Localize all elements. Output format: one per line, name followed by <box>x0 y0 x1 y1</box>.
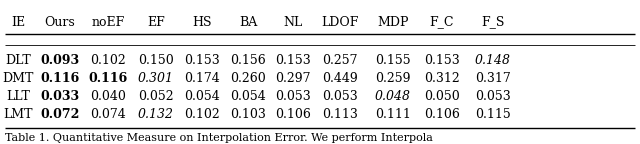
Text: NL: NL <box>284 16 303 29</box>
Text: LMT: LMT <box>3 108 33 121</box>
Text: 0.116: 0.116 <box>88 72 127 86</box>
Text: 0.449: 0.449 <box>322 72 358 86</box>
Text: 0.116: 0.116 <box>40 72 79 86</box>
Text: 0.106: 0.106 <box>424 108 460 121</box>
Text: 0.148: 0.148 <box>475 54 511 68</box>
Text: Table 1. Quantitative Measure on Interpolation Error. We perform Interpola: Table 1. Quantitative Measure on Interpo… <box>5 133 433 143</box>
Text: 0.048: 0.048 <box>375 90 411 103</box>
Text: DMT: DMT <box>3 72 34 86</box>
Text: 0.317: 0.317 <box>475 72 511 86</box>
Text: 0.093: 0.093 <box>40 54 79 68</box>
Text: 0.153: 0.153 <box>275 54 311 68</box>
Text: 0.174: 0.174 <box>184 72 220 86</box>
Text: 0.260: 0.260 <box>230 72 266 86</box>
Text: 0.052: 0.052 <box>138 90 174 103</box>
Text: 0.155: 0.155 <box>375 54 411 68</box>
Text: 0.053: 0.053 <box>275 90 311 103</box>
Text: F_S: F_S <box>481 16 505 29</box>
Text: 0.054: 0.054 <box>230 90 266 103</box>
Text: 0.301: 0.301 <box>138 72 174 86</box>
Text: DLT: DLT <box>5 54 31 68</box>
Text: BA: BA <box>239 16 257 29</box>
Text: 0.113: 0.113 <box>322 108 358 121</box>
Text: 0.072: 0.072 <box>40 108 80 121</box>
Text: 0.156: 0.156 <box>230 54 266 68</box>
Text: 0.053: 0.053 <box>322 90 358 103</box>
Text: 0.115: 0.115 <box>475 108 511 121</box>
Text: 0.312: 0.312 <box>424 72 460 86</box>
Text: 0.103: 0.103 <box>230 108 266 121</box>
Text: 0.074: 0.074 <box>90 108 126 121</box>
Text: 0.053: 0.053 <box>475 90 511 103</box>
Text: noEF: noEF <box>92 16 125 29</box>
Text: 0.050: 0.050 <box>424 90 460 103</box>
Text: EF: EF <box>147 16 165 29</box>
Text: MDP: MDP <box>377 16 409 29</box>
Text: 0.150: 0.150 <box>138 54 174 68</box>
Text: 0.106: 0.106 <box>275 108 311 121</box>
Text: HS: HS <box>192 16 212 29</box>
Text: 0.297: 0.297 <box>275 72 311 86</box>
Text: 0.153: 0.153 <box>184 54 220 68</box>
Text: LDOF: LDOF <box>321 16 358 29</box>
Text: 0.102: 0.102 <box>90 54 126 68</box>
Text: 0.040: 0.040 <box>90 90 126 103</box>
Text: F_C: F_C <box>429 16 454 29</box>
Text: 0.054: 0.054 <box>184 90 220 103</box>
Text: 0.132: 0.132 <box>138 108 174 121</box>
Text: 0.153: 0.153 <box>424 54 460 68</box>
Text: IE: IE <box>11 16 25 29</box>
Text: LLT: LLT <box>6 90 30 103</box>
Text: Ours: Ours <box>45 16 76 29</box>
Text: 0.033: 0.033 <box>40 90 79 103</box>
Text: 0.102: 0.102 <box>184 108 220 121</box>
Text: 0.259: 0.259 <box>375 72 411 86</box>
Text: 0.111: 0.111 <box>375 108 411 121</box>
Text: 0.257: 0.257 <box>323 54 358 68</box>
